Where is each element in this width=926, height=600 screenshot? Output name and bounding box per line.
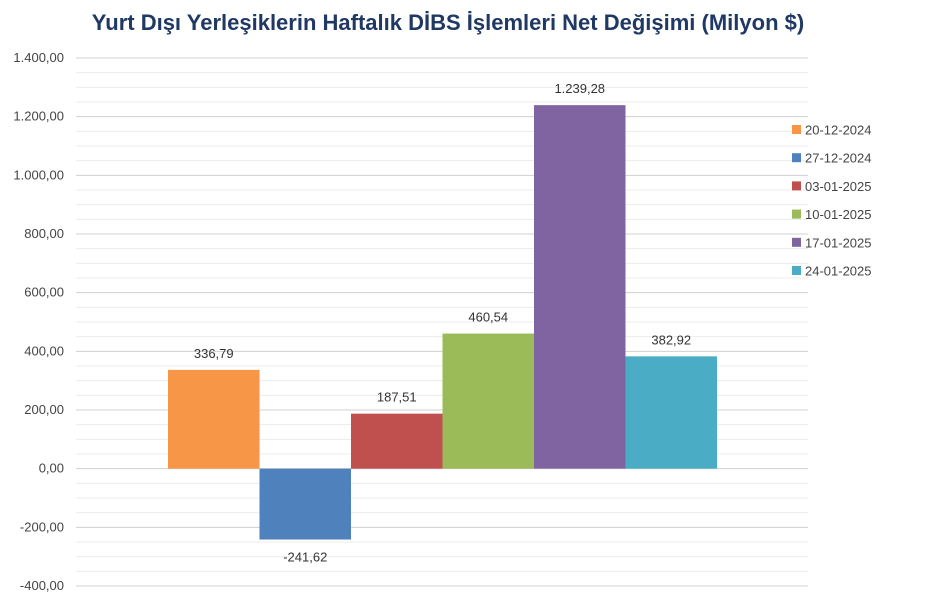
bar <box>442 333 534 469</box>
bar <box>259 468 351 540</box>
legend-swatch <box>792 209 801 219</box>
data-label: 460,54 <box>468 310 508 325</box>
legend-label: 17-01-2025 <box>805 235 872 250</box>
y-tick-label: 1.200,00 <box>13 109 64 124</box>
y-tick-label: 0,00 <box>39 461 64 476</box>
data-label: 1.239,28 <box>554 81 605 96</box>
legend-swatch <box>792 266 801 275</box>
y-tick-label: 600,00 <box>24 285 64 300</box>
legend-swatch <box>792 153 801 163</box>
bars <box>168 105 717 540</box>
legend-swatch <box>792 125 801 134</box>
y-tick-label: 400,00 <box>24 343 64 358</box>
y-tick-label: -200,00 <box>20 519 64 534</box>
legend-label: 27-12-2024 <box>805 151 872 166</box>
legend-label: 10-01-2025 <box>805 207 872 222</box>
y-axis: -400,00 -200,00 0,00 200,00 400,00 600,00 800,… <box>13 50 64 593</box>
bar <box>625 356 717 469</box>
y-tick-label: 800,00 <box>24 226 64 241</box>
bar <box>534 105 626 469</box>
y-tick-label: 200,00 <box>24 402 64 417</box>
chart-title: Yurt Dışı Yerleşiklerin Haftalık DİBS İş… <box>91 10 805 35</box>
bar <box>168 369 260 469</box>
y-tick-label: 1.400,00 <box>13 50 64 65</box>
legend-swatch <box>792 237 801 247</box>
legend: 20-12-2024 27-12-2024 03-01-2025 10-01-2025… <box>792 123 872 279</box>
gridlines <box>76 57 808 587</box>
legend-label: 24-01-2025 <box>805 264 872 279</box>
data-labels: 336,79 -241,62 187,51 460,54 1.239,28 382,92 <box>194 81 691 564</box>
legend-label: 03-01-2025 <box>805 179 872 194</box>
y-tick-label: -400,00 <box>20 578 64 593</box>
legend-swatch <box>792 181 801 191</box>
data-label: 336,79 <box>194 346 234 361</box>
data-label: 382,92 <box>651 332 691 347</box>
y-tick-label: 1.000,00 <box>13 167 64 182</box>
data-label: 187,51 <box>377 390 417 405</box>
bar <box>351 413 443 469</box>
legend-label: 20-12-2024 <box>805 123 872 138</box>
data-label: -241,62 <box>283 550 327 565</box>
